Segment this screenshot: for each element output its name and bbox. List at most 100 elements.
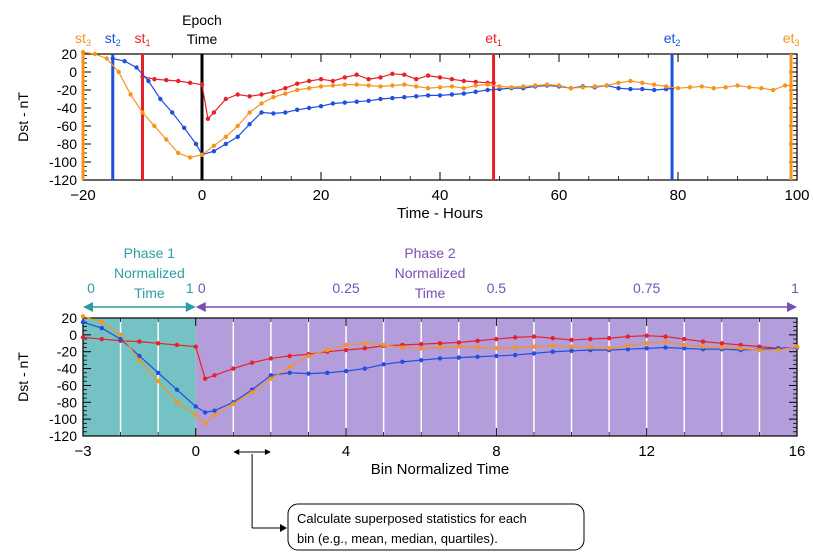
chart1-series-point	[176, 78, 181, 84]
chart1-series-point	[247, 110, 252, 115]
chart1-series-point	[628, 78, 633, 84]
chart1-series-point	[259, 110, 264, 115]
chart2-ytick-label: 0	[69, 327, 77, 343]
chart1-ytick-label: 0	[69, 64, 77, 80]
chart2-ytick-label: -20	[57, 344, 77, 360]
chart1-series-point	[330, 101, 336, 106]
chart2-series-point	[588, 345, 593, 350]
phase2-tick-label: 0.75	[633, 280, 660, 296]
chart2-series-point	[531, 334, 537, 339]
chart1-series-point	[211, 110, 217, 115]
chart2-series-point	[306, 353, 311, 359]
chart2-series-point	[400, 359, 405, 365]
chart1-series-point	[366, 77, 371, 82]
phase1-title: Time	[134, 285, 165, 301]
chart1-series-point	[199, 152, 205, 157]
chart2-series-point	[118, 332, 123, 338]
chart2-series-point	[644, 333, 649, 338]
chart2-series-point	[400, 345, 405, 350]
chart1-xtick-label: −20	[70, 187, 95, 204]
phase2-title: Time	[415, 285, 446, 301]
chart2-series-point	[343, 342, 349, 348]
chart2-series-point	[475, 338, 480, 343]
phase1-title: Phase 1	[124, 245, 176, 261]
chart1-series-point	[199, 82, 205, 87]
chart1-series-point	[414, 77, 419, 82]
chart1-series-point	[223, 96, 228, 102]
chart1-series-point	[295, 107, 300, 113]
chart2-series-point	[494, 353, 499, 359]
chart1-series-point	[616, 80, 621, 86]
chart2-series-point	[343, 347, 349, 353]
chart1-series-point	[259, 101, 264, 106]
chart2-series-point	[155, 379, 161, 384]
chart2-series-point	[512, 352, 518, 358]
chart1-series-point	[104, 56, 110, 61]
chart1-marker-label: et1	[485, 30, 502, 48]
chart1-series-point	[437, 93, 443, 98]
chart1-marker-label: st3	[75, 30, 91, 48]
chart2-series-point	[80, 335, 86, 340]
chart1-series-point	[354, 82, 359, 87]
chart2-series-point	[137, 353, 142, 359]
chart1-series-point	[473, 79, 478, 85]
chart2-xtick-label: 16	[789, 443, 806, 460]
chart2-series-point	[212, 412, 217, 418]
chart2-series-point	[268, 373, 274, 378]
chart1-series-point	[485, 82, 490, 87]
chart1-series-point	[461, 78, 466, 84]
chart2-series-point	[287, 370, 292, 375]
phase1-title: Normalized	[114, 265, 185, 281]
chart2-xtick-label: 8	[492, 443, 500, 460]
chart2-series-point	[362, 341, 368, 346]
chart2-series-point	[137, 339, 142, 344]
chart1-series-point	[461, 86, 466, 91]
chart1-series-line	[82, 51, 792, 159]
chart1-series-point	[521, 84, 526, 89]
chart1-series-point	[283, 86, 288, 91]
chart1-series-point	[449, 77, 455, 82]
chart2-series-point	[287, 353, 292, 359]
callout-text: bin (e.g., mean, median, quartiles).	[297, 531, 498, 546]
phase1-arrowhead	[185, 302, 196, 312]
chart1-series-point	[295, 87, 300, 93]
phase1-tick-label: 1	[186, 280, 194, 296]
phase2-tick-label: 0.25	[332, 280, 359, 296]
chart1-series-point	[652, 82, 657, 87]
chart2-series-point	[456, 340, 461, 345]
chart1-series-point	[425, 93, 431, 98]
phase2-title: Phase 2	[404, 245, 456, 261]
chart2-series-point	[494, 346, 499, 351]
chart2-series-point	[644, 341, 649, 346]
chart1-series-point	[580, 85, 585, 90]
chart1-series-point	[759, 86, 764, 91]
chart1-xtick-label: 60	[551, 187, 568, 204]
chart1-series-point	[509, 85, 514, 90]
chart2-series-point	[738, 346, 743, 351]
chart2-xtick-label: 12	[638, 443, 655, 460]
chart1-series-point	[271, 89, 276, 95]
chart1-ytick-label: -20	[57, 82, 77, 98]
chart2-series-point	[212, 408, 217, 413]
chart1-series-point	[699, 84, 704, 89]
chart2-series-point	[268, 356, 274, 361]
chart2-series-point	[137, 357, 142, 363]
chart1-xtick-label: 80	[670, 187, 687, 204]
chart1-series-point	[473, 83, 478, 88]
chart1-marker-label: et3	[783, 30, 800, 48]
chart1-series-point	[342, 82, 347, 87]
chart1-series-point	[425, 86, 431, 91]
chart1-series-point	[402, 82, 407, 87]
chart2-series-point	[306, 371, 311, 376]
chart2-series-point	[550, 336, 555, 341]
chart1-series-point	[390, 71, 395, 77]
chart2-series-line	[82, 315, 798, 425]
chart2-series-point	[512, 345, 518, 350]
chart1-series-point	[663, 84, 669, 89]
chart1-ytick-label: -120	[49, 172, 77, 188]
chart1-xtick-label: 20	[313, 187, 330, 204]
chart1-series-point	[306, 86, 312, 91]
chart1-series-point	[390, 95, 395, 101]
chart1-series-point	[128, 92, 133, 97]
